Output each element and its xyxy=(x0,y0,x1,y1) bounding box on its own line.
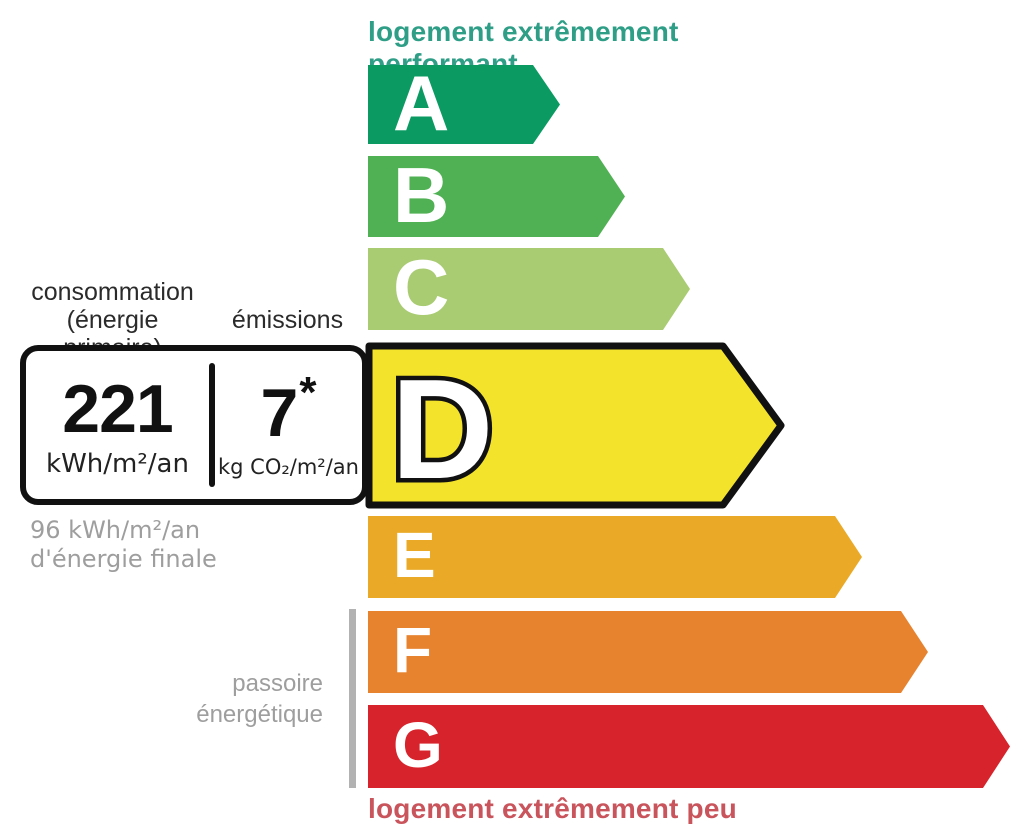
consumption-unit: kWh/m²/an xyxy=(46,449,189,479)
energy-sieve-note: passoire énergétique xyxy=(123,668,323,730)
band-letter-d: D xyxy=(391,350,494,509)
consumption-cell: 221 kWh/m²/an xyxy=(26,351,209,499)
consumption-value: 221 xyxy=(62,371,173,447)
final-energy-note: 96 kWh/m²/an d'énergie finale xyxy=(30,516,217,574)
energy-band-f: F xyxy=(368,611,928,693)
energy-sieve-bracket-bar xyxy=(349,609,356,788)
band-letter-b: B xyxy=(393,150,450,239)
emissions-value: 7 xyxy=(260,375,299,451)
final-energy-line1: 96 kWh/m²/an xyxy=(30,516,201,544)
energy-band-a: A xyxy=(368,65,560,144)
energy-sieve-line1: passoire xyxy=(232,670,323,697)
band-letter-c: C xyxy=(393,243,450,331)
box-divider xyxy=(209,363,215,487)
energy-band-e: E xyxy=(368,516,862,598)
energy-band-c: C xyxy=(368,248,690,330)
top-performance-label: logement extrêmement performant xyxy=(368,16,679,79)
emissions-asterisk: * xyxy=(299,368,317,417)
emissions-unit: kg CO₂/m²/an xyxy=(218,455,359,479)
emissions-cell: 7 * kg CO₂/m²/an xyxy=(215,351,362,499)
final-energy-line2: d'énergie finale xyxy=(30,545,217,573)
energy-values-box: 221 kWh/m²/an 7 * kg CO₂/m²/an xyxy=(20,345,368,505)
band-letter-f: F xyxy=(393,614,433,686)
bottom-performance-label: logement extrêmement peu performant xyxy=(368,793,737,829)
band-letter-a: A xyxy=(393,58,450,147)
consumption-header-line1: consommation xyxy=(31,278,194,306)
band-letter-g: G xyxy=(393,708,443,781)
emissions-header: émissions xyxy=(231,306,344,334)
band-letter-e: E xyxy=(393,519,436,591)
energy-band-d-highlighted: D xyxy=(365,342,785,509)
energy-band-g: G xyxy=(368,705,1010,788)
energy-sieve-line2: énergétique xyxy=(196,701,323,728)
band-d-arrow-shape xyxy=(365,342,785,509)
energy-band-b: B xyxy=(368,156,625,237)
